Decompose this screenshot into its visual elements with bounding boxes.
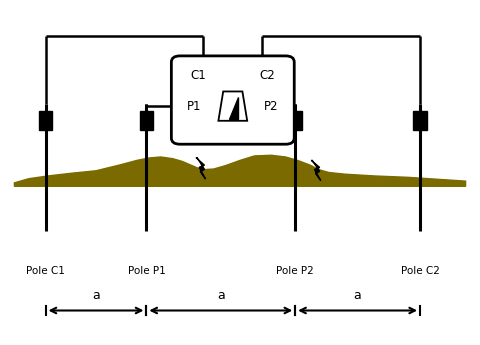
- Bar: [140, 111, 153, 130]
- Text: P1: P1: [187, 100, 202, 112]
- Text: Pole C1: Pole C1: [26, 266, 65, 276]
- Text: P2: P2: [264, 100, 278, 112]
- Text: Pole C2: Pole C2: [401, 266, 439, 276]
- Polygon shape: [196, 158, 205, 179]
- Text: C1: C1: [191, 69, 206, 82]
- Bar: [39, 111, 52, 130]
- FancyBboxPatch shape: [171, 56, 294, 144]
- Polygon shape: [311, 160, 321, 180]
- Bar: [413, 111, 427, 130]
- Polygon shape: [14, 155, 466, 186]
- Text: a: a: [217, 288, 225, 302]
- Text: Pole P1: Pole P1: [128, 266, 165, 276]
- Text: Pole P2: Pole P2: [276, 266, 314, 276]
- Polygon shape: [229, 97, 238, 119]
- Polygon shape: [218, 91, 247, 121]
- Text: a: a: [92, 288, 100, 302]
- Text: C2: C2: [260, 69, 275, 82]
- Text: a: a: [354, 288, 361, 302]
- Bar: [288, 111, 302, 130]
